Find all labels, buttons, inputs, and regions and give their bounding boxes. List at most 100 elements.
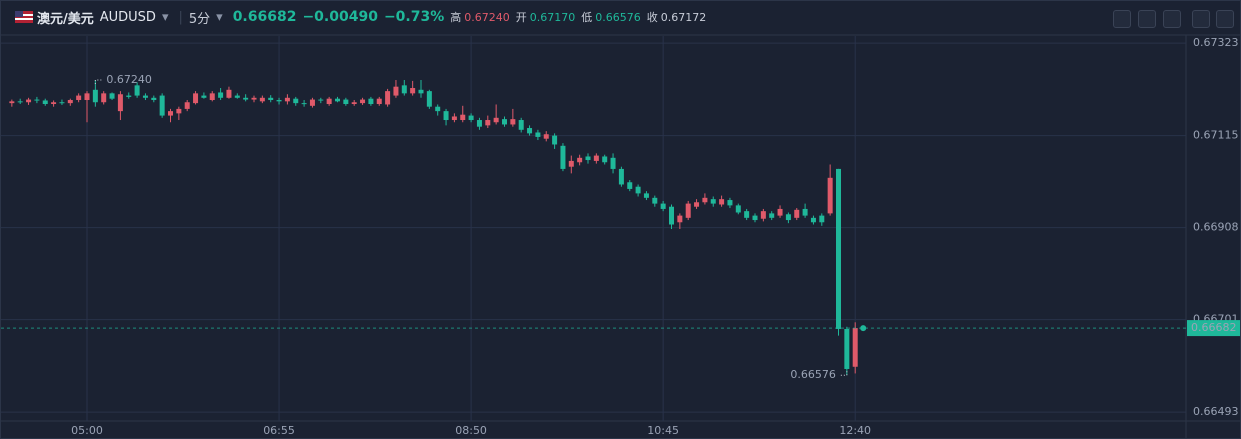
candle-body xyxy=(852,328,858,367)
candle-body xyxy=(660,203,666,209)
candle-body xyxy=(343,99,349,105)
high-leader xyxy=(94,79,104,85)
candle-body xyxy=(493,117,499,123)
indicator-button[interactable] xyxy=(1113,10,1131,28)
candle-body xyxy=(485,120,491,126)
pair[interactable]: 澳元/美元 xyxy=(37,11,94,27)
candle-body xyxy=(585,156,591,161)
x-tick-label: 12:40 xyxy=(839,424,871,437)
candle-body xyxy=(385,91,391,105)
symbol[interactable]: AUDUSD xyxy=(99,9,156,25)
candle-body xyxy=(251,97,257,100)
candle-body xyxy=(836,168,841,329)
x-tick-label: 10:45 xyxy=(647,424,679,437)
candle-body xyxy=(451,116,457,121)
y-tick-label: 0.66493 xyxy=(1193,405,1239,418)
candle-body xyxy=(9,101,15,104)
candle-body xyxy=(276,100,282,102)
candle-body xyxy=(710,199,716,204)
candle-body xyxy=(802,208,808,216)
candle-body xyxy=(685,203,691,218)
low-label: 0.66576 xyxy=(790,368,836,381)
interval[interactable]: 5分 xyxy=(188,11,211,27)
candle-body xyxy=(527,128,533,134)
candle-body xyxy=(810,217,816,223)
candle-body xyxy=(318,99,324,101)
header: 澳元/美元 AUDUSD ▾ | 5分 ▾ 0.66682 −0.00490 −… xyxy=(1,1,1241,33)
candle-body xyxy=(184,102,190,109)
change: −0.00490 xyxy=(302,9,378,25)
candle-body xyxy=(401,85,407,94)
divider: | xyxy=(178,9,183,25)
close: 0.67172 xyxy=(660,10,707,24)
candle-body xyxy=(126,95,132,97)
candle-body xyxy=(17,101,23,103)
candle-body xyxy=(326,98,332,105)
candle-body xyxy=(618,168,624,185)
candle-body xyxy=(218,92,224,98)
candle-body xyxy=(785,214,791,221)
candle-body xyxy=(568,160,574,167)
candle-body xyxy=(34,99,40,101)
candle-body xyxy=(827,177,833,214)
candle-body xyxy=(101,93,107,103)
open-label: 开 xyxy=(515,11,527,24)
candle-body xyxy=(593,155,599,161)
y-tick-label: 0.67115 xyxy=(1193,129,1239,142)
x-tick-label: 08:50 xyxy=(455,424,487,437)
candle-body xyxy=(67,100,73,104)
close-button[interactable] xyxy=(1216,10,1234,28)
chart-type-button[interactable] xyxy=(1163,10,1181,28)
candle-body xyxy=(418,89,424,94)
x-tick-label: 05:00 xyxy=(71,424,103,437)
candle-body xyxy=(844,328,850,369)
candle-body xyxy=(610,157,616,169)
candle-body xyxy=(84,93,90,101)
candle-body xyxy=(92,89,98,103)
high-label: 高 xyxy=(450,11,462,24)
candle-body xyxy=(543,134,549,139)
candle-body xyxy=(426,91,432,107)
caret: ▾ xyxy=(216,9,223,25)
candle-body xyxy=(627,182,633,189)
candle-body xyxy=(535,132,541,137)
candle-body xyxy=(26,99,32,103)
candle-body xyxy=(234,95,240,98)
candle-body xyxy=(193,93,199,104)
fullscreen-button[interactable] xyxy=(1192,10,1210,28)
candle-body xyxy=(719,199,725,205)
candle-body xyxy=(42,100,48,105)
candle-body xyxy=(209,93,215,101)
candle-body xyxy=(694,202,700,207)
candle-body xyxy=(59,102,65,104)
price: 0.66682 xyxy=(232,9,297,25)
candle-body xyxy=(435,106,441,112)
candle-body xyxy=(159,95,165,116)
candle-body xyxy=(142,95,148,98)
candle-body xyxy=(819,215,825,223)
candle-body xyxy=(727,200,733,206)
candle-body xyxy=(669,206,674,225)
candle-body xyxy=(76,95,82,101)
y-tick-label: 0.67323 xyxy=(1193,36,1239,49)
candle-body xyxy=(510,119,516,125)
low-label: 低 xyxy=(581,11,593,24)
candle-body xyxy=(301,103,307,105)
draw-button[interactable] xyxy=(1138,10,1156,28)
candle-body xyxy=(117,94,123,112)
flag xyxy=(15,11,33,23)
caret: ▾ xyxy=(161,9,169,25)
candle-body xyxy=(744,211,750,218)
candle-body xyxy=(134,85,140,96)
candle-body xyxy=(476,120,482,127)
candle-body xyxy=(635,186,641,194)
candle-body xyxy=(268,97,274,101)
candle-body xyxy=(168,111,173,116)
candle-body xyxy=(376,98,382,105)
candle-body xyxy=(368,98,374,105)
candle-body xyxy=(109,93,115,99)
candle-body xyxy=(335,98,340,102)
candle-body xyxy=(777,208,783,216)
